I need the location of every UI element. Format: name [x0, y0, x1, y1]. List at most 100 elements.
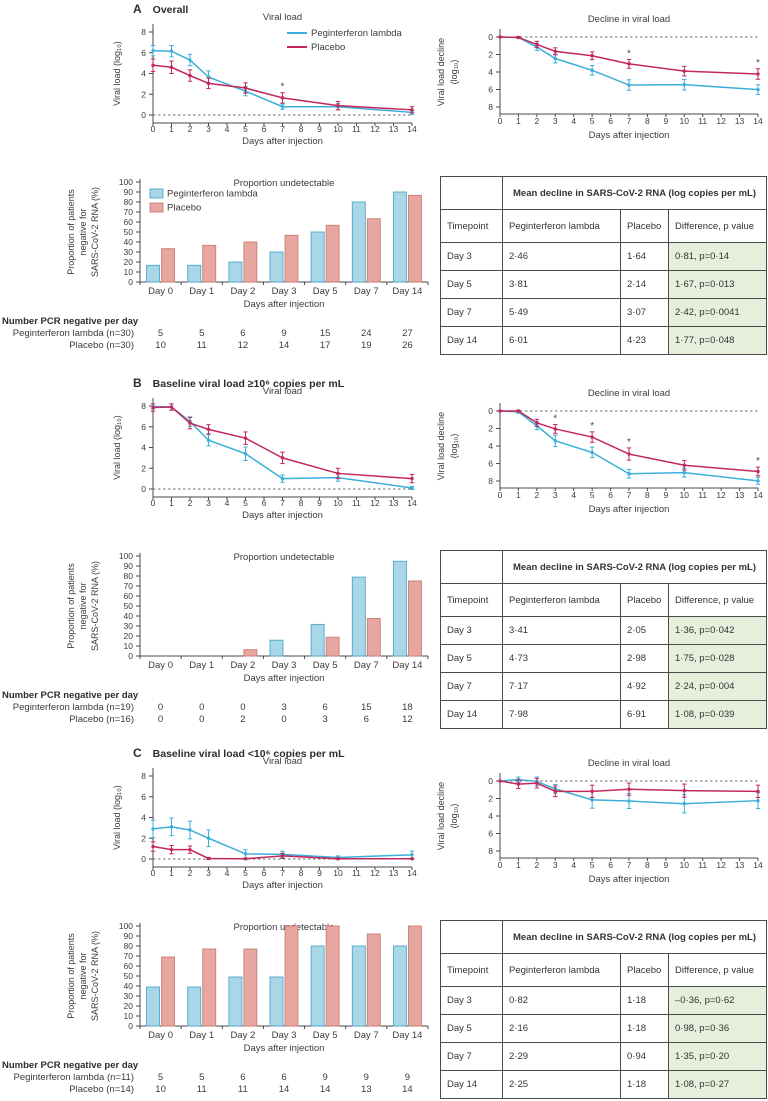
data-point — [188, 847, 192, 852]
pcr-row-label: Placebo (n=16) — [69, 714, 134, 725]
bar-lambda — [187, 264, 202, 283]
table-corner-cell — [440, 920, 503, 954]
x-tick-label: 3 — [206, 124, 211, 134]
bar-lambda — [392, 945, 407, 1027]
x-tick-label: 1 — [169, 124, 174, 134]
pcr-value: 13 — [361, 1084, 372, 1095]
y-axis-label: Viral load decline — [436, 782, 446, 850]
x-tick-label: 2 — [188, 868, 193, 878]
y-tick-label: 4 — [488, 67, 493, 77]
y-tick-label: 40 — [124, 611, 134, 621]
data-point — [206, 438, 211, 442]
table-span-header: Mean decline in SARS-CoV-2 RNA (log copi… — [501, 920, 768, 954]
bar-placebo — [284, 925, 299, 1027]
x-tick-label: 13 — [735, 116, 745, 126]
y-tick-label: 2 — [141, 833, 146, 843]
x-tick-label: 4 — [571, 116, 576, 126]
x-tick-label: 11 — [698, 116, 707, 126]
data-point — [498, 779, 502, 783]
table-cell: Day 14 — [440, 1070, 503, 1099]
x-tick-label: 1 — [516, 490, 521, 500]
pcr-value: 14 — [279, 1084, 290, 1095]
pcr-value: 3 — [322, 714, 327, 725]
panel-title: Baseline viral load <10⁶ copies per mL — [152, 748, 345, 760]
mean-decline-table: Mean decline in SARS-CoV-2 RNA (log copi… — [440, 920, 768, 1099]
y-tick-label: 100 — [119, 921, 133, 931]
significance-asterisk: * — [756, 456, 760, 467]
x-tick-label: 6 — [608, 490, 613, 500]
y-tick-label: 6 — [488, 85, 493, 95]
panel-high-baseline: B Baseline viral load ≥10⁶ copies per mL … — [0, 374, 768, 744]
x-tick-label: 2 — [188, 124, 193, 134]
x-tick-label: 0 — [498, 116, 503, 126]
table-row: Day 14 2·25 1·18 1·08, p=0·27 — [440, 1070, 768, 1099]
x-tick-label: 5 — [590, 490, 595, 500]
table-cell: Day 5 — [440, 1014, 503, 1043]
pcr-value: 3 — [281, 702, 286, 713]
data-point — [188, 73, 192, 78]
legend-label: Peginterferon lambda — [311, 28, 403, 39]
pcr-value: 5 — [158, 328, 163, 339]
x-axis-label: Days after injection — [242, 136, 323, 147]
y-tick-label: 50 — [124, 227, 134, 237]
y-tick-label: 0 — [488, 776, 493, 786]
category-label: Day 0 — [148, 1030, 173, 1041]
category-label: Day 7 — [354, 286, 379, 297]
y-tick-label: 10 — [124, 641, 134, 651]
table-corner-cell — [440, 550, 503, 584]
pcr-value: 9 — [405, 1072, 410, 1083]
proportion-undetectable-chart: Proportion undetectable 0 10 20 30 40 50 60 70 80… — [0, 916, 445, 1101]
proportion-undetectable-chart: Proportion undetectable 0 10 20 30 40 50 60 70 80… — [0, 546, 445, 737]
y-tick-label: 30 — [124, 247, 134, 257]
x-tick-label: 11 — [698, 860, 707, 870]
mean-decline-table: Mean decline in SARS-CoV-2 RNA (log copi… — [440, 176, 768, 355]
mean-decline-table: Mean decline in SARS-CoV-2 RNA (log copi… — [440, 920, 768, 1099]
bar-lambda — [351, 576, 366, 657]
x-tick-label: 12 — [716, 490, 726, 500]
y-tick-label: 100 — [119, 551, 133, 561]
viral-load-chart: Viral load 0 2 4 6 8 Viral load (log₁₀) 0 1 2 3 4 5 6… — [0, 384, 445, 529]
y-tick-label: 90 — [124, 561, 134, 571]
chart-title: Proportion undetectable — [234, 178, 335, 189]
viral-load-chart: Viral load 0 2 4 6 8 Viral load (log₁₀) 0 1 2 3 4 5 6… — [0, 754, 445, 899]
legend-label: Peginterferon lambda — [167, 189, 259, 200]
data-point — [535, 781, 539, 785]
y-tick-label: 70 — [124, 581, 134, 591]
x-tick-label: 12 — [716, 860, 726, 870]
pcr-value: 9 — [364, 1072, 369, 1083]
viral-load-decline-chart: Decline in viral load 0 2 4 6 8 Viral load dec… — [430, 384, 768, 529]
x-tick-label: 10 — [333, 124, 343, 134]
category-label: Day 0 — [148, 286, 173, 297]
y-tick-label: 70 — [124, 951, 134, 961]
y-tick-label: 4 — [141, 813, 146, 823]
bars-chart-svg-A: Proportion undetectable01020304050607080… — [2, 177, 429, 351]
table-cell: Day 5 — [440, 644, 503, 673]
data-point — [169, 49, 174, 53]
data-point — [280, 854, 285, 858]
chart-title: Viral load — [263, 12, 302, 23]
y-tick-label: 0 — [488, 32, 493, 42]
data-point — [188, 828, 192, 832]
pcr-value: 10 — [155, 340, 166, 351]
x-tick-label: 2 — [534, 116, 539, 126]
pcr-value: 0 — [281, 714, 286, 725]
category-label: Day 2 — [230, 660, 255, 671]
pcr-value: 6 — [322, 702, 327, 713]
table-cell: 3·07 — [620, 298, 669, 327]
x-tick-label: 5 — [243, 498, 248, 508]
bar-placebo — [161, 248, 176, 283]
y-tick-label: 6 — [141, 48, 146, 58]
x-tick-label: 6 — [262, 498, 267, 508]
pcr-value: 15 — [320, 328, 331, 339]
data-point — [410, 486, 414, 490]
y-axis-label: Viral load (log₁₀) — [112, 41, 122, 106]
x-tick-label: 13 — [735, 860, 745, 870]
y-tick-label: 50 — [124, 601, 134, 611]
data-point — [169, 847, 174, 852]
table-row: Day 5 4·73 2·98 1·75, p=0·028 — [440, 644, 768, 673]
bar-lambda — [310, 623, 325, 657]
data-point — [280, 456, 285, 460]
category-label: Day 5 — [313, 1030, 338, 1041]
x-axis-label: Days after injection — [244, 673, 325, 684]
